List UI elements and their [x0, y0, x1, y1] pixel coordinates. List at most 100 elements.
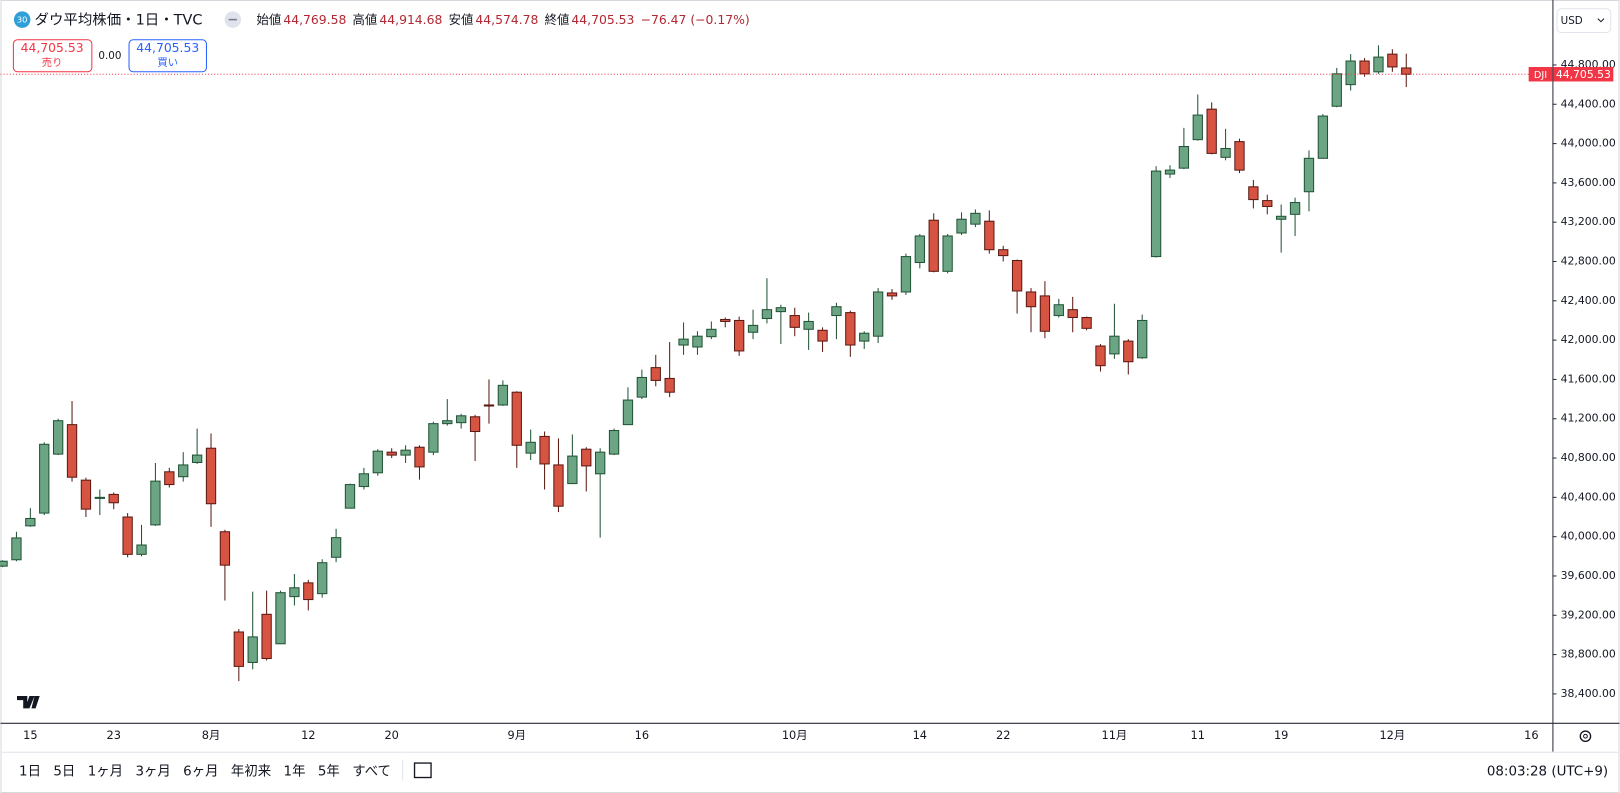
x-tick-label: 19 [1274, 728, 1288, 742]
candle-body [1331, 73, 1342, 107]
candle-body [344, 484, 356, 509]
candle-body [497, 384, 509, 406]
y-tick-label: 41,200.00 [1561, 412, 1616, 425]
candle-body [1178, 146, 1190, 169]
symbol-tag [1528, 67, 1553, 82]
x-tick-label: 9月 [507, 728, 526, 742]
candle-body [39, 443, 50, 514]
buy-button[interactable] [128, 39, 207, 73]
candle-body [233, 631, 244, 667]
candle-body [1095, 345, 1106, 367]
candle-body [1067, 309, 1078, 319]
y-tick-label: 43,200.00 [1561, 215, 1616, 228]
candle-body [664, 377, 675, 393]
ohlc-label: 始値 [257, 12, 282, 27]
candle-body [914, 235, 925, 264]
sell-button[interactable] [12, 39, 93, 73]
candle-body [1262, 200, 1273, 207]
candle-body [886, 292, 898, 297]
buy-label: 買い [157, 57, 178, 69]
candle-body [789, 315, 800, 328]
range-button[interactable]: 1年 [284, 763, 306, 779]
x-tick-label: 12月 [1379, 728, 1405, 742]
candle-body [567, 455, 578, 485]
range-button[interactable]: 1ヶ月 [88, 764, 123, 779]
x-tick-label: 20 [384, 728, 398, 742]
candle-body [1137, 319, 1148, 359]
candle-body [511, 391, 522, 446]
y-tick-label: 41,600.00 [1561, 372, 1616, 385]
candle-body [1303, 157, 1315, 193]
candle-body [1373, 56, 1384, 73]
candle-body [275, 592, 286, 645]
candle-body [775, 307, 787, 313]
spread: 0.00 [98, 50, 121, 62]
candle-body [581, 448, 592, 467]
symbol-title[interactable]: ダウ平均株価・1日・TVC [35, 12, 203, 29]
y-tick-label: 43,600.00 [1561, 176, 1616, 189]
candle-body [1276, 215, 1287, 220]
candle-body [80, 479, 92, 510]
symbol-tag-text: DJI [1534, 70, 1547, 81]
price-tag-text: 44,705.53 [1556, 68, 1611, 81]
candle-body [317, 562, 328, 595]
candle-body [998, 249, 1009, 257]
candle-body [650, 367, 661, 381]
candle-body [803, 320, 814, 330]
range-button[interactable]: 年初来 [231, 763, 271, 779]
currency-button[interactable] [1556, 8, 1612, 34]
candle-body [400, 449, 411, 456]
range-button[interactable]: すべて [352, 763, 391, 779]
candle-body [1081, 317, 1092, 329]
x-tick-label: 23 [107, 728, 121, 742]
candle-body [1039, 295, 1051, 332]
y-tick-label: 38,800.00 [1561, 648, 1616, 661]
x-tick-label: 10月 [782, 728, 808, 742]
candle-body [178, 464, 189, 478]
candle-body [414, 446, 425, 468]
range-button[interactable]: 5年 [318, 763, 340, 779]
candle-body [1234, 141, 1245, 171]
candle-body [831, 306, 842, 317]
candle-body [1206, 108, 1217, 154]
candle-body [52, 420, 64, 455]
candle-body [1401, 67, 1412, 75]
range-button[interactable]: 3ヶ月 [135, 764, 170, 779]
range-button[interactable]: 5日 [53, 764, 75, 779]
candle-body [928, 219, 939, 272]
candle-body [761, 309, 773, 320]
buy-price: 44,705.53 [136, 40, 199, 55]
y-tick-label: 42,800.00 [1561, 255, 1616, 268]
range-button[interactable]: 1日 [19, 764, 41, 779]
ohlc-value: 44,705.53 [571, 12, 634, 27]
calendar-icon[interactable] [413, 762, 432, 779]
candle-body [720, 318, 731, 322]
x-tick-label: 11月 [1102, 728, 1128, 742]
candle-body [608, 430, 620, 455]
x-tick-label: 14 [913, 728, 927, 742]
candle-body [595, 451, 606, 475]
ohlc-label: 高値 [353, 12, 378, 27]
settings-icon[interactable] [1579, 730, 1592, 743]
candle-body [733, 319, 745, 352]
candle-body [442, 420, 453, 425]
candle-body [122, 516, 133, 555]
candle-body [289, 587, 300, 598]
candle-body [191, 454, 203, 463]
candle-body [1025, 291, 1037, 308]
tv-logo[interactable] [17, 695, 40, 709]
x-tick-label: 22 [996, 728, 1010, 742]
candle-body [150, 480, 161, 526]
clock: 08:03:28 (UTC+9) [1487, 764, 1608, 779]
candle-body [525, 441, 536, 454]
candle-body [330, 537, 342, 558]
candle-body [386, 451, 397, 456]
ohlc-label: 終値 [545, 12, 570, 27]
x-tick-label: 12 [301, 728, 315, 742]
range-button[interactable]: 6ヶ月 [183, 764, 218, 779]
badge-text: 30 [17, 15, 28, 25]
candle-body [1192, 114, 1203, 141]
candle-body [622, 399, 634, 426]
